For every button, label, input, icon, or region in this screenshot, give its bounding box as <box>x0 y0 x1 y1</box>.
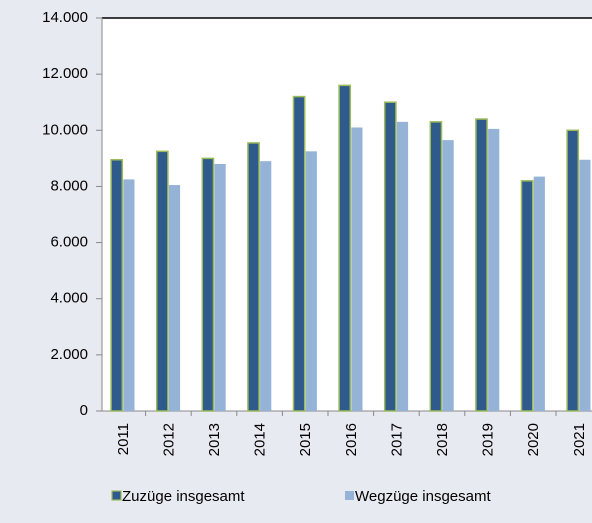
legend-swatch <box>111 490 122 501</box>
bar <box>247 142 260 412</box>
bar <box>201 157 215 412</box>
y-tick-label: 0 <box>80 402 88 419</box>
y-tick-label: 4.000 <box>50 290 88 307</box>
bar <box>214 163 226 411</box>
bar <box>396 121 409 411</box>
y-tick-label: 10.000 <box>42 121 88 138</box>
x-tick-label: 2018 <box>434 423 451 456</box>
bar <box>260 161 272 411</box>
y-tick-label: 8.000 <box>50 177 88 194</box>
bar <box>533 176 545 411</box>
bar <box>520 180 534 412</box>
bar <box>351 127 363 411</box>
bar <box>429 121 443 412</box>
bar <box>155 150 169 412</box>
legend-label: Zuzüge insgesamt <box>122 488 245 505</box>
bar <box>305 151 317 411</box>
x-tick-label: 2011 <box>115 423 132 455</box>
x-tick-label: 2017 <box>388 423 405 456</box>
bar <box>292 95 306 412</box>
y-tick-label: 12.000 <box>42 65 88 82</box>
x-tick-label: 2013 <box>206 423 223 456</box>
y-tick-label: 2.000 <box>50 346 88 363</box>
x-tick-label: 2021 <box>571 423 588 456</box>
x-tick-label: 2014 <box>252 423 269 456</box>
y-tick-label: 6.000 <box>50 234 88 251</box>
bar <box>168 185 181 411</box>
bar <box>566 129 580 412</box>
y-tick-label: 14.000 <box>42 9 88 26</box>
bar <box>338 84 352 412</box>
legend-swatch <box>345 491 354 500</box>
bar <box>110 159 124 412</box>
bar <box>579 159 591 411</box>
bar <box>123 179 135 411</box>
x-tick-label: 2015 <box>297 423 314 456</box>
x-tick-label: 2019 <box>480 423 497 456</box>
x-tick-label: 2016 <box>343 423 360 456</box>
bar <box>488 128 500 411</box>
bar <box>442 140 454 411</box>
bar <box>383 101 397 412</box>
x-tick-label: 2012 <box>160 423 177 456</box>
x-tick-label: 2020 <box>525 423 542 456</box>
bar <box>475 118 488 412</box>
legend-label: Wegzüge insgesamt <box>355 488 491 505</box>
